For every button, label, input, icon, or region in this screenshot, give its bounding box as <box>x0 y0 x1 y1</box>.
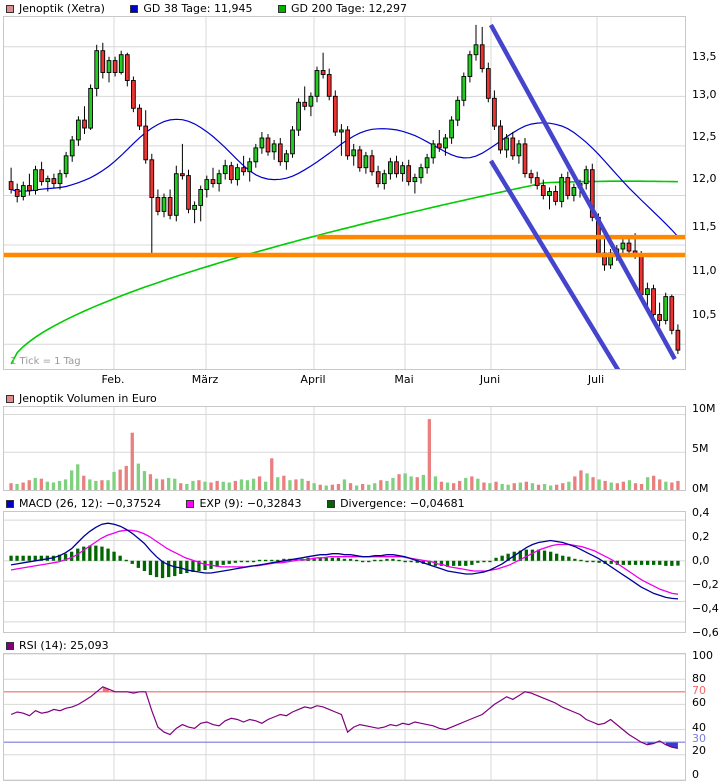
rsi-panel-legend: RSI (14): 25,093 <box>0 638 726 653</box>
macd-ytick-0-4: 0,4 <box>692 506 710 519</box>
xtick-mai: Mai <box>394 373 414 386</box>
rsi-ytick-80: 80 <box>692 672 706 685</box>
price-ytick-12-5: 12,5 <box>692 130 717 143</box>
legend-item-volume[interactable]: Jenoptik Volumen in Euro <box>0 391 157 406</box>
square-swatch-icon <box>6 5 14 13</box>
macd-ytick-neg-0-2: −0,2 <box>692 578 719 591</box>
square-swatch-icon <box>6 642 14 650</box>
legend-item-gd200[interactable]: GD 200 Tage: 12,297 <box>272 1 407 16</box>
macd-panel-legend: MACD (26, 12): −0,37524 EXP (9): −0,3284… <box>0 496 726 511</box>
volume-ytick-10m: 10M <box>692 402 716 415</box>
rsi-ytick-60: 60 <box>692 696 706 709</box>
xtick-feb: Feb. <box>101 373 125 386</box>
legend-item-divergence[interactable]: Divergence: −0,04681 <box>321 496 465 511</box>
tick-note: 1 Tick = 1 Tag <box>10 356 81 367</box>
macd-ytick-neg-0-4: −0,4 <box>692 602 719 615</box>
volume-ytick-5m: 5M <box>692 442 709 455</box>
rsi-ytick-40: 40 <box>692 721 706 734</box>
square-swatch-icon <box>277 5 286 13</box>
macd-ytick-0-2: 0,2 <box>692 530 710 543</box>
rsi-ytick-0: 0 <box>692 768 699 781</box>
legend-item-instrument[interactable]: Jenoptik (Xetra) <box>0 1 105 16</box>
rsi-ytick-20: 20 <box>692 744 706 757</box>
macd-ytick-neg-0-6: −0,6 <box>692 626 719 639</box>
legend-label: Divergence: −0,04681 <box>340 497 465 510</box>
xtick-juni: Juni <box>479 373 501 386</box>
legend-label: MACD (26, 12): −0,37524 <box>19 497 161 510</box>
macd-ytick-0-0: 0,0 <box>692 554 710 567</box>
price-ytick-12-0: 12,0 <box>692 172 717 185</box>
legend-label: Jenoptik (Xetra) <box>19 2 105 15</box>
price-ytick-10-5: 10,5 <box>692 308 717 321</box>
volume-chart-plot[interactable] <box>3 406 686 491</box>
legend-item-macd[interactable]: MACD (26, 12): −0,37524 <box>0 496 161 511</box>
rsi-ytick-30: 30 <box>692 732 706 745</box>
legend-item-exp[interactable]: EXP (9): −0,32843 <box>180 496 302 511</box>
xtick-maerz: März <box>191 373 219 386</box>
legend-label: GD 200 Tage: 12,297 <box>290 2 408 15</box>
square-swatch-icon <box>6 500 14 508</box>
legend-label: Jenoptik Volumen in Euro <box>19 392 157 405</box>
legend-item-rsi[interactable]: RSI (14): 25,093 <box>0 638 109 653</box>
price-ytick-11-0: 11,0 <box>692 264 717 277</box>
legend-label: GD 38 Tage: 11,945 <box>143 2 253 15</box>
square-swatch-icon <box>6 395 14 403</box>
price-ytick-13-5: 13,5 <box>692 50 717 63</box>
square-swatch-icon <box>186 500 195 508</box>
legend-label: RSI (14): 25,093 <box>19 639 109 652</box>
rsi-ytick-70: 70 <box>692 684 706 697</box>
square-swatch-icon <box>327 500 336 508</box>
rsi-ytick-100: 100 <box>692 649 713 662</box>
price-panel-legend: Jenoptik (Xetra) GD 38 Tage: 11,945 GD 2… <box>0 1 726 16</box>
price-ytick-13-0: 13,0 <box>692 88 717 101</box>
xtick-april: April <box>300 373 326 386</box>
legend-item-gd38[interactable]: GD 38 Tage: 11,945 <box>124 1 252 16</box>
macd-chart-plot[interactable] <box>3 511 686 633</box>
volume-panel-legend: Jenoptik Volumen in Euro <box>0 391 726 406</box>
rsi-chart-plot[interactable] <box>3 653 686 781</box>
price-chart-plot[interactable] <box>3 16 686 370</box>
xtick-juli: Juli <box>587 373 605 386</box>
price-ytick-11-5: 11,5 <box>692 220 717 233</box>
volume-ytick-0m: 0M <box>692 482 709 495</box>
legend-label: EXP (9): −0,32843 <box>199 497 302 510</box>
square-swatch-icon <box>130 5 139 13</box>
